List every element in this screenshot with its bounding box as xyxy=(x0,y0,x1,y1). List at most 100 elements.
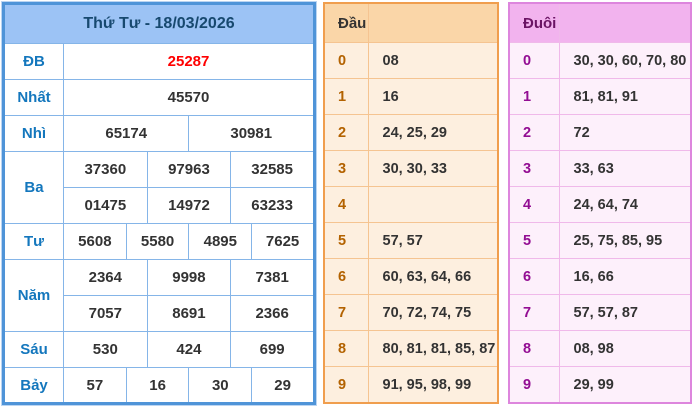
duoi-values: 57, 57, 87 xyxy=(558,294,692,332)
prize-value: 32585 xyxy=(230,151,315,188)
prize-row-5: Năm 2364 9998 7381 xyxy=(3,259,315,332)
dau-header-row: Đầu xyxy=(323,2,499,43)
dau-values: 30, 30, 33 xyxy=(367,150,499,188)
prize-value: 30981 xyxy=(188,115,315,152)
dau-table: Đầu 0 08 1 16 2 24, 25, 29 3 30, 30, 33 4 5 57, 57… xyxy=(323,2,499,404)
duoi-values: 30, 30, 60, 70, 80 xyxy=(558,41,692,80)
prize-row-7: Bảy 57 16 30 29 xyxy=(3,367,315,404)
duoi-title-spacer xyxy=(558,2,692,43)
duoi-digit: 1 xyxy=(508,78,560,116)
prize-value: 14972 xyxy=(146,187,232,224)
dau-row-5: 5 57, 57 xyxy=(323,222,499,260)
dau-digit: 2 xyxy=(323,114,369,152)
dau-values: 80, 81, 81, 85, 87 xyxy=(367,330,499,368)
duoi-digit: 3 xyxy=(508,150,560,188)
dau-digit: 8 xyxy=(323,330,369,368)
prize-row-2: Nhì 65174 30981 xyxy=(3,115,315,152)
prize-value: 7381 xyxy=(230,259,315,296)
prize-row-0: ĐB 25287 xyxy=(3,43,315,80)
prize-row-3: Ba 37360 97963 32585 xyxy=(3,151,315,224)
prize-value: 16 xyxy=(125,367,190,404)
prize-value: 9998 xyxy=(146,259,232,296)
dau-digit: 5 xyxy=(323,222,369,260)
duoi-row-7: 7 57, 57, 87 xyxy=(508,294,692,332)
prize-value: 97963 xyxy=(146,151,232,188)
duoi-digit: 7 xyxy=(508,294,560,332)
prize-row-6: Sáu 530 424 699 xyxy=(3,331,315,368)
dau-values xyxy=(367,186,499,224)
duoi-values: 81, 81, 91 xyxy=(558,78,692,116)
results-title: Thứ Tư - 18/03/2026 xyxy=(3,3,315,44)
duoi-values: 33, 63 xyxy=(558,150,692,188)
prize-value: 7057 xyxy=(63,295,148,332)
duoi-row-3: 3 33, 63 xyxy=(508,150,692,188)
dau-title: Đầu xyxy=(323,2,369,43)
dau-digit: 0 xyxy=(323,41,369,80)
dau-values: 16 xyxy=(367,78,499,116)
dau-digit: 3 xyxy=(323,150,369,188)
prize-label: Năm xyxy=(3,259,64,332)
dau-digit: 6 xyxy=(323,258,369,296)
duoi-values: 72 xyxy=(558,114,692,152)
dau-row-4: 4 xyxy=(323,186,499,224)
dau-row-0: 0 08 xyxy=(323,41,499,80)
duoi-values: 08, 98 xyxy=(558,330,692,368)
duoi-row-2: 2 72 xyxy=(508,114,692,152)
dau-values: 70, 72, 74, 75 xyxy=(367,294,499,332)
prize-label: Tư xyxy=(3,223,64,260)
prize-value: 7625 xyxy=(251,223,315,260)
prize-value: 63233 xyxy=(230,187,315,224)
prize-row-3: 01475 14972 63233 xyxy=(4,187,315,224)
results-header-row: Thứ Tư - 18/03/2026 xyxy=(3,3,315,44)
prize-value: 37360 xyxy=(63,151,148,188)
duoi-values: 24, 64, 74 xyxy=(558,186,692,224)
prize-label: Sáu xyxy=(3,331,64,368)
prize-value: 424 xyxy=(146,331,232,368)
duoi-digit: 2 xyxy=(508,114,560,152)
prize-value: 65174 xyxy=(62,115,190,152)
duoi-row-1: 1 81, 81, 91 xyxy=(508,78,692,116)
dau-digit: 4 xyxy=(323,186,369,224)
dau-digit: 7 xyxy=(323,294,369,332)
dau-title-spacer xyxy=(367,2,499,43)
duoi-digit: 9 xyxy=(508,366,560,404)
duoi-table: Đuôi 0 30, 30, 60, 70, 80 1 81, 81, 91 2 72 3 3… xyxy=(508,2,692,404)
duoi-values: 16, 66 xyxy=(558,258,692,296)
duoi-row-9: 9 29, 99 xyxy=(508,366,692,404)
prize-value: 45570 xyxy=(63,79,315,116)
duoi-digit: 6 xyxy=(508,258,560,296)
prize-value: 8691 xyxy=(146,295,232,332)
prize-label: Nhì xyxy=(3,115,64,152)
duoi-row-5: 5 25, 75, 85, 95 xyxy=(508,222,692,260)
duoi-digit: 8 xyxy=(508,330,560,368)
duoi-row-0: 0 30, 30, 60, 70, 80 xyxy=(508,41,692,80)
dau-values: 57, 57 xyxy=(367,222,499,260)
results-table: Thứ Tư - 18/03/2026 ĐB 25287 Nhất 45570 Nhì 6… xyxy=(2,2,316,405)
dau-row-6: 6 60, 63, 64, 66 xyxy=(323,258,499,296)
duoi-digit: 5 xyxy=(508,222,560,260)
prize-row-5: 7057 8691 2366 xyxy=(4,295,315,332)
dau-digit: 9 xyxy=(323,366,369,404)
prize-value: 2364 xyxy=(63,259,148,296)
duoi-digit: 4 xyxy=(508,186,560,224)
prize-value: 01475 xyxy=(63,187,148,224)
prize-row-4: Tư 5608 5580 4895 7625 xyxy=(3,223,315,260)
prize-value: 530 xyxy=(63,331,148,368)
dau-digit: 1 xyxy=(323,78,369,116)
prize-label: ĐB xyxy=(3,43,64,80)
duoi-row-6: 6 16, 66 xyxy=(508,258,692,296)
dau-row-7: 7 70, 72, 74, 75 xyxy=(323,294,499,332)
prize-value: 699 xyxy=(230,331,315,368)
prize-label: Bảy xyxy=(3,367,64,404)
duoi-digit: 0 xyxy=(508,41,560,80)
duoi-values: 25, 75, 85, 95 xyxy=(558,222,692,260)
dau-row-8: 8 80, 81, 81, 85, 87 xyxy=(323,330,499,368)
dau-row-9: 9 91, 95, 98, 99 xyxy=(323,366,499,404)
dau-values: 08 xyxy=(367,41,499,80)
dau-row-1: 1 16 xyxy=(323,78,499,116)
prize-value: 57 xyxy=(63,367,127,404)
duoi-header-row: Đuôi xyxy=(508,2,692,43)
special-prize-value: 25287 xyxy=(63,43,315,80)
duoi-title: Đuôi xyxy=(508,2,560,43)
prize-value: 2366 xyxy=(230,295,315,332)
